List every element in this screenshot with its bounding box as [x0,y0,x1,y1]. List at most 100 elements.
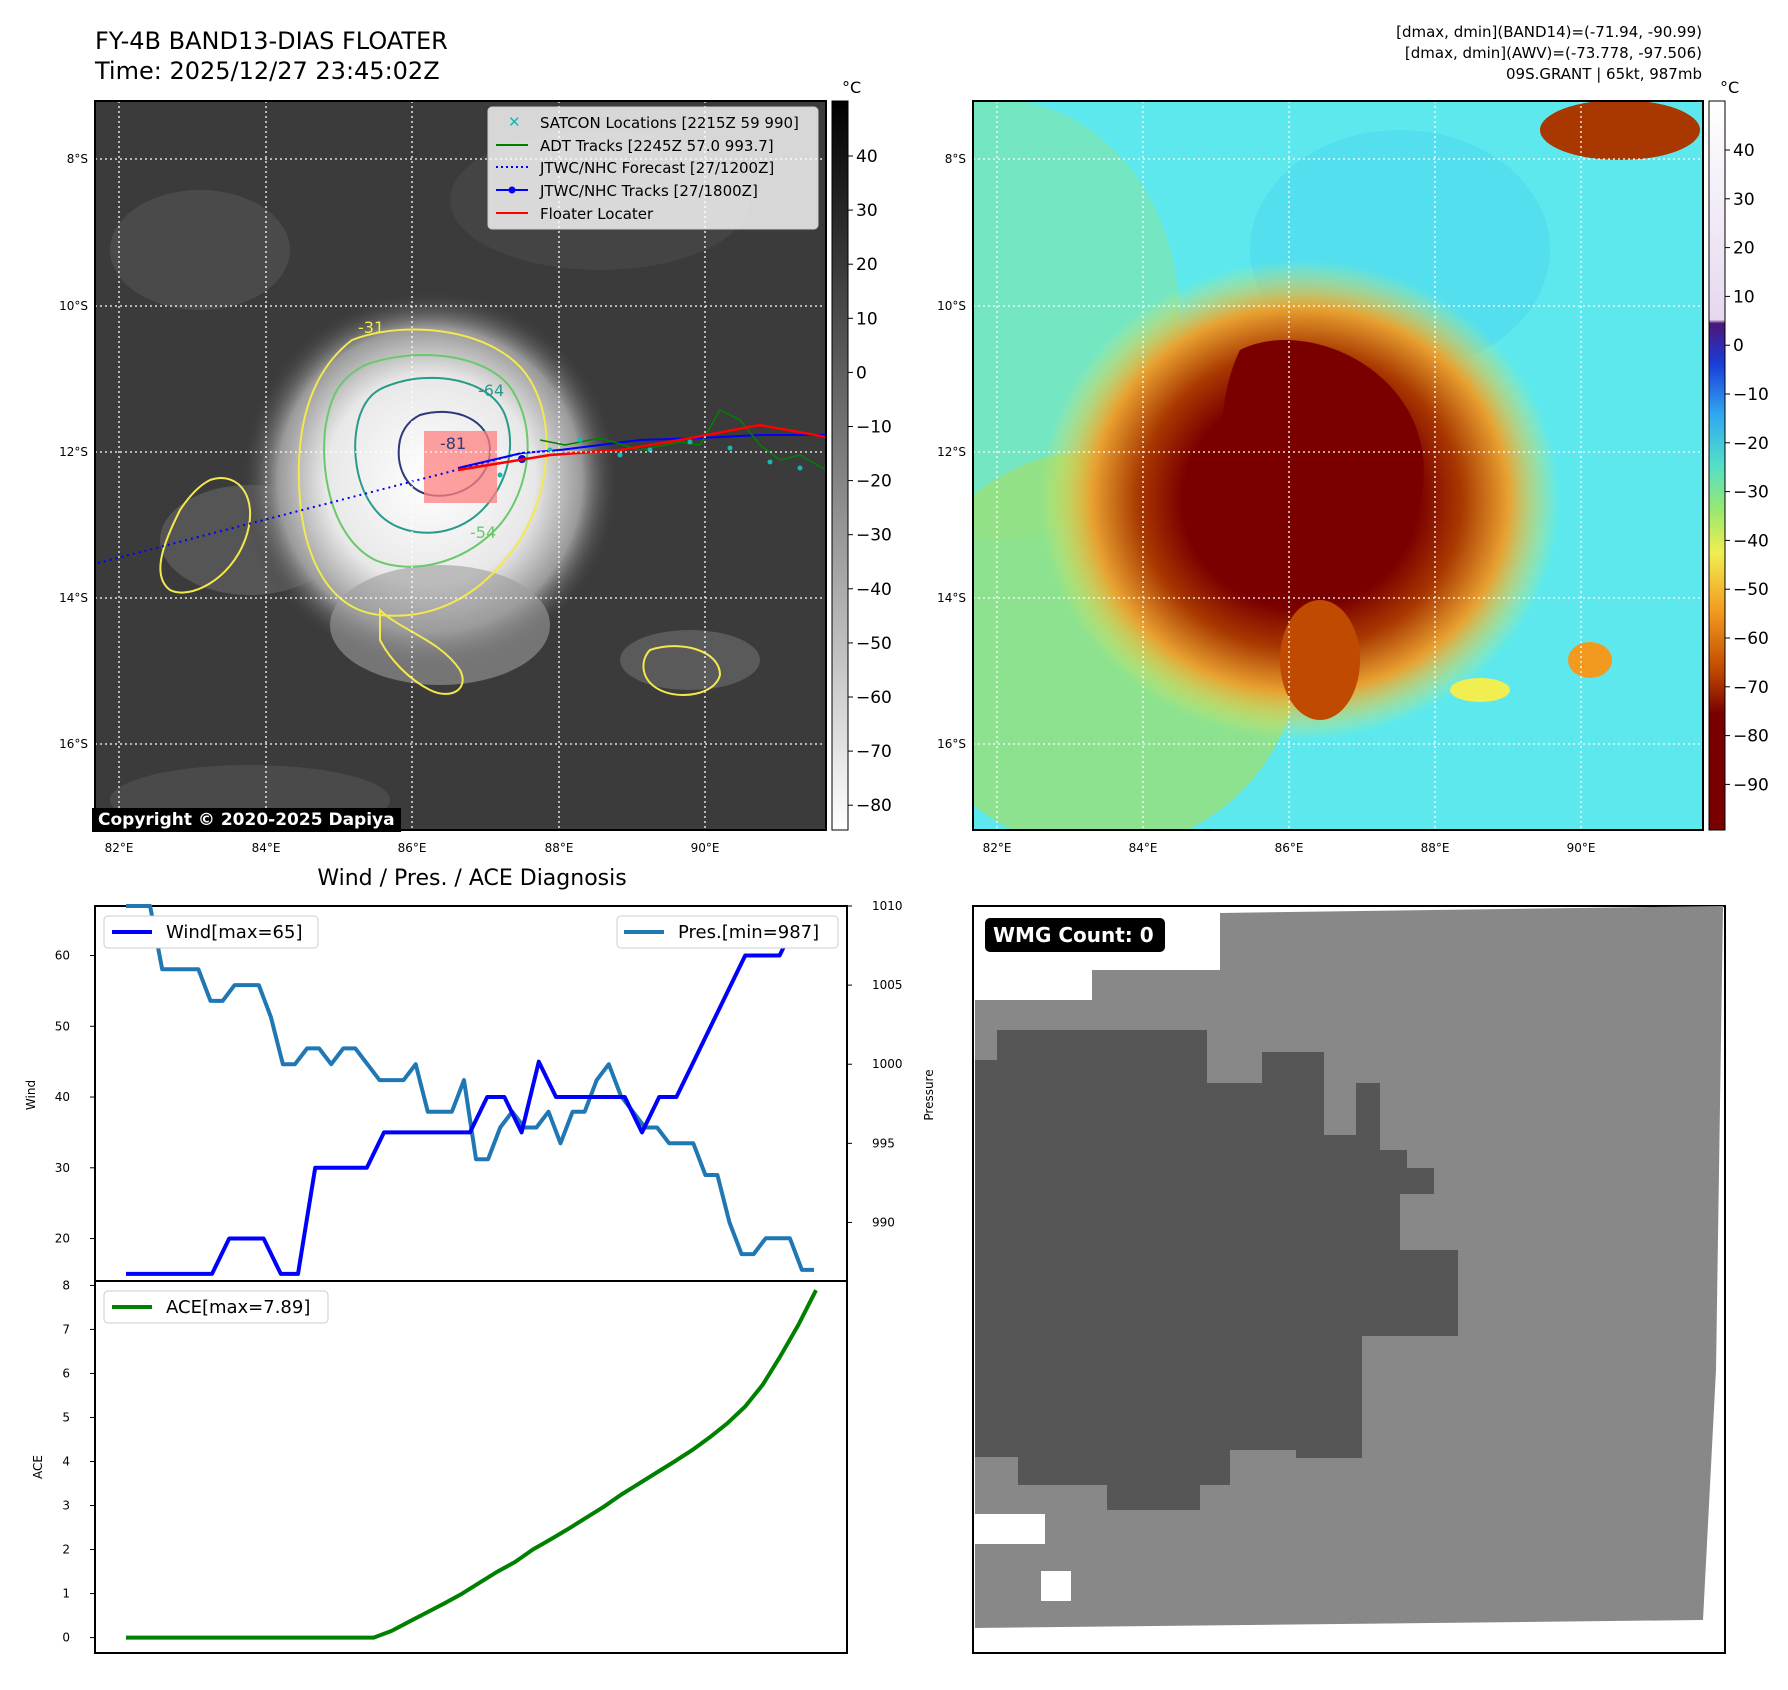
awv-colorbar-label: −90 [1733,775,1769,795]
wind-axis-label: Wind [24,1080,38,1110]
ir-lat-label: 8°S [67,152,88,166]
ir-colorbar-label: 0 [856,363,867,383]
awv-image-panel [972,100,1704,831]
awv-lat-label: 12°S [937,445,966,459]
pressure-axis-tick-label: 995 [872,1136,895,1150]
legend-jtwc-forecast: JTWC/NHC Forecast [27/1200Z] [539,159,774,177]
ace-axis-tick-label: 2 [62,1543,70,1557]
wmg-panel: WMG Count: 0 [972,905,1726,1654]
ir-colorbar-label: 10 [856,309,878,329]
ir-legend: ✕ SATCON Locations [2215Z 59 990] ADT Tr… [487,106,819,230]
ir-colorbar: °C [831,78,861,831]
awv-colorbar-label: 30 [1733,190,1755,210]
ace-legend: ACE[max=7.89] [103,1290,329,1324]
ir-lat-label: 16°S [59,737,88,751]
awv-lon-label: 88°E [1421,841,1450,855]
ir-colorbar-label: −20 [856,472,892,492]
ace-legend-label: ACE[max=7.89] [166,1297,310,1318]
ir-lon-label: 90°E [691,841,720,855]
ir-lat-label: 14°S [59,591,88,605]
awv-colorbar: °C [1708,78,1739,831]
ir-lon-label: 88°E [545,841,574,855]
contour-label-81: -81 [440,434,466,453]
satcon-marker-icon: ✕ [508,113,521,131]
figure-title-line2: Time: 2025/12/27 23:45:02Z [95,57,440,85]
pressure-axis-tick-label: 1000 [872,1057,903,1071]
awv-lon-label: 84°E [1129,841,1158,855]
awv-colorbar-label: 10 [1733,287,1755,307]
contour-label-64: -64 [478,381,504,400]
awv-colorbar-label: 0 [1733,336,1744,356]
ace-axis-tick-label: 4 [62,1454,70,1468]
awv-lat-label: 8°S [945,152,966,166]
diagnosis-title: Wind / Pres. / ACE Diagnosis [317,866,626,891]
ir-lat-label: 12°S [59,445,88,459]
info-storm: 09S.GRANT | 65kt, 987mb [1505,65,1702,83]
wind-legend: Wind[max=65] [103,915,319,949]
awv-colorbar-label: −30 [1733,483,1769,503]
copyright-notice: Copyright © 2020-2025 Dapiya [92,808,401,832]
ir-colorbar-label: −80 [856,796,892,816]
pressure-axis-tick-label: 1010 [872,899,903,913]
awv-colorbar-label: −70 [1733,678,1769,698]
awv-lon-label: 86°E [1275,841,1304,855]
ir-colorbar-label: −60 [856,688,892,708]
ir-lon-label: 82°E [105,841,134,855]
wind-axis-tick-label: 50 [55,1019,70,1033]
awv-colorbar-label: −50 [1733,580,1769,600]
ir-lat-label: 10°S [59,299,88,313]
awv-colorbar-unit: °C [1720,78,1739,97]
awv-colorbar-label: −80 [1733,727,1769,747]
awv-colorbar-label: −20 [1733,434,1769,454]
ir-colorbar-label: −50 [856,634,892,654]
awv-colorbar-label: −60 [1733,629,1769,649]
awv-colorbar-label: 40 [1733,141,1755,161]
ace-axis-tick-label: 5 [62,1410,70,1424]
info-awv: [dmax, dmin](AWV)=(-73.778, -97.506) [1404,44,1702,62]
pressure-legend-label: Pres.[min=987] [678,922,819,943]
ace-series-line [126,1289,818,1640]
ace-axis-tick-label: 3 [62,1499,70,1513]
awv-lat-label: 14°S [937,591,966,605]
ir-lon-label: 84°E [252,841,281,855]
awv-colorbar-label: 20 [1733,239,1755,259]
ace-axis-tick-label: 7 [62,1322,70,1336]
ace-axis-tick-label: 1 [62,1587,70,1601]
legend-floater: Floater Locater [540,205,654,223]
ir-colorbar-label: 40 [856,147,878,167]
ir-colorbar-label: −70 [856,742,892,762]
info-band14: [dmax, dmin](BAND14)=(-71.94, -90.99) [1396,23,1702,41]
ir-colorbar-label: −40 [856,580,892,600]
figure-title-line1: FY-4B BAND13-DIAS FLOATER [95,27,448,55]
contour-label-54: -54 [470,523,496,542]
ace-axis-tick-label: 0 [62,1631,70,1645]
legend-jtwc-tracks: JTWC/NHC Tracks [27/1800Z] [539,182,758,200]
awv-colorbar-label: −40 [1733,531,1769,551]
ir-colorbar-label: −10 [856,418,892,438]
ace-axis-tick-label: 8 [62,1278,70,1292]
legend-satcon: SATCON Locations [2215Z 59 990] [540,114,799,132]
wind-axis-tick-label: 60 [55,949,70,963]
pressure-series-line [126,904,814,1272]
awv-lat-label: 10°S [937,299,966,313]
ir-colorbar-label: −30 [856,526,892,546]
awv-lon-label: 90°E [1567,841,1596,855]
pressure-axis-label: Pressure [922,1069,936,1120]
awv-lon-label: 82°E [983,841,1012,855]
ace-chart: 0 1 2 3 4 5 6 7 8 ACE ACE[max=7.89] [31,1278,848,1654]
wind-axis-tick-label: 40 [55,1090,70,1104]
ace-axis-tick-label: 6 [62,1366,70,1380]
wind-legend-label: Wind[max=65] [166,922,303,943]
wmg-count-label: WMG Count: 0 [993,923,1154,947]
wind-axis-tick-label: 20 [55,1232,70,1246]
ir-colorbar-unit: °C [842,78,861,97]
wind-pressure-chart: 20 30 40 50 60 990 995 1000 1005 1010 Wind Pressu… [24,899,936,1282]
pressure-legend: Pres.[min=987] [616,915,839,949]
legend-adt: ADT Tracks [2245Z 57.0 993.7] [540,137,774,155]
contour-label-31: -31 [358,318,384,337]
ir-colorbar-label: 20 [856,255,878,275]
pressure-axis-tick-label: 1005 [872,978,903,992]
ace-axis-label: ACE [31,1455,45,1479]
awv-lat-label: 16°S [937,737,966,751]
